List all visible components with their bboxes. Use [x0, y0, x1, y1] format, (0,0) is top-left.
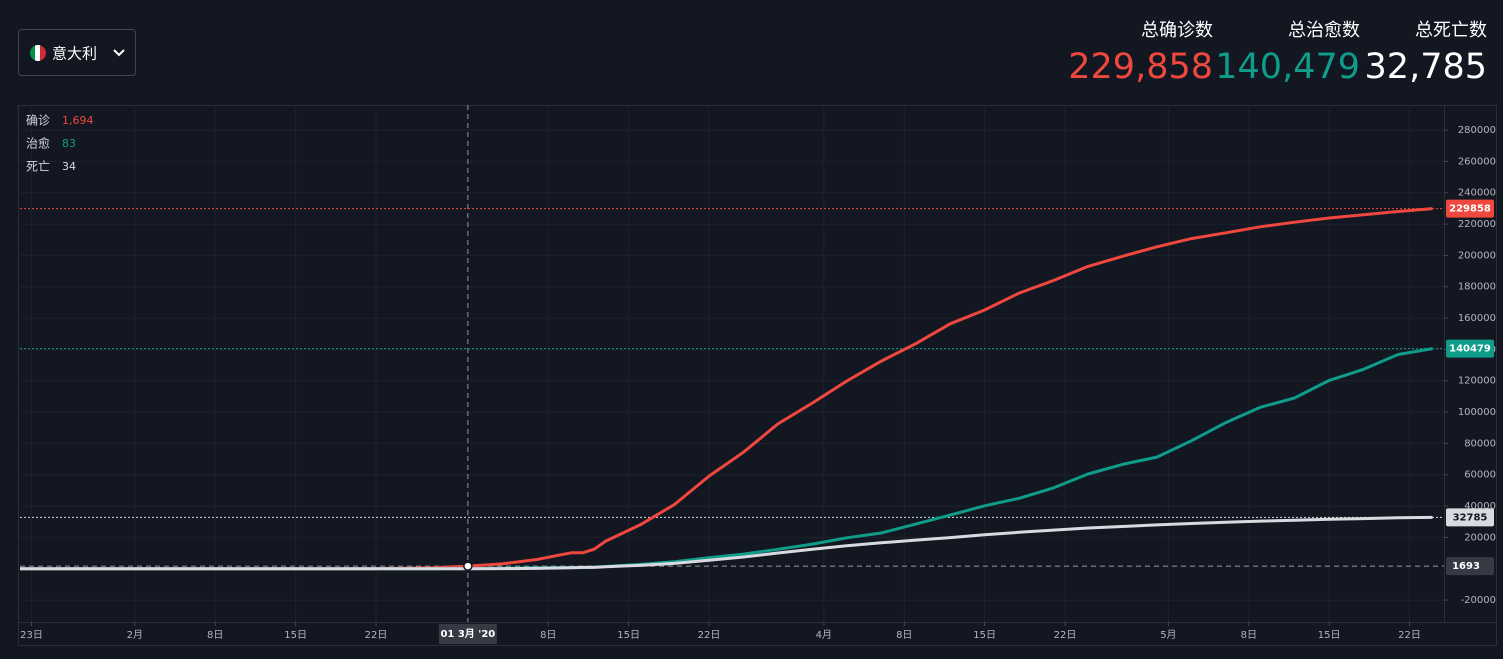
total-label: 总死亡数	[1415, 20, 1487, 41]
crosshair-y-badge	[1446, 557, 1494, 576]
x-tick-label: 15日	[617, 630, 640, 641]
country-name: 意大利	[52, 45, 97, 63]
chevron	[113, 49, 125, 57]
x-tick-label: 15日	[1318, 630, 1341, 641]
country-selector[interactable]: 意大利	[18, 29, 136, 76]
last-value-badge	[1446, 199, 1494, 218]
total-value: 32,785	[1365, 47, 1487, 87]
x-tick-label: 15日	[284, 630, 307, 641]
crosshair-dot	[463, 561, 473, 571]
x-tick-label: 4月	[816, 629, 832, 641]
last-value-label: 140479	[1449, 344, 1491, 355]
x-tick-label: 23日	[20, 630, 43, 641]
chart-frame	[18, 105, 1497, 646]
selector-box[interactable]	[18, 29, 136, 76]
last-value-label: 229858	[1449, 204, 1491, 215]
x-tick-label: 15日	[973, 630, 996, 641]
last-value-badge	[1446, 339, 1494, 358]
y-tick-label: -20000	[1461, 595, 1496, 606]
y-tick-label: 240000	[1458, 188, 1496, 199]
total-label: 总确诊数	[1141, 20, 1213, 41]
x-tick-label: 22日	[1398, 630, 1421, 641]
y-tick-label: 80000	[1464, 438, 1496, 449]
readout-name: 治愈	[26, 136, 50, 151]
x-tick-label: 8日	[540, 630, 556, 641]
x-tick-label: 8日	[896, 630, 912, 641]
crosshair-y-label: 1693	[1452, 561, 1480, 572]
x-tick-label: 8日	[207, 630, 223, 641]
readout-name: 确诊	[26, 114, 50, 128]
y-tick-label: 40000	[1464, 501, 1496, 512]
series-line	[20, 515, 1433, 571]
readout-value: 1,694	[62, 114, 94, 127]
y-tick-label: 120000	[1458, 376, 1496, 387]
crosshair-x-badge	[438, 624, 497, 644]
crosshair-x-label: 01 3月 '20	[440, 628, 495, 640]
series-line	[20, 207, 1433, 571]
y-tick-label: 260000	[1458, 156, 1496, 167]
y-tick-label: 200000	[1458, 250, 1496, 261]
readout-value: 34	[62, 160, 76, 173]
y-tick-label: 20000	[1464, 532, 1496, 543]
total-value: 140,479	[1215, 47, 1360, 87]
total-value: 229,858	[1068, 47, 1213, 87]
y-tick-label: 100000	[1458, 407, 1496, 418]
last-value-badge	[1446, 508, 1494, 527]
flag	[30, 45, 46, 61]
x-tick-label: 22日	[698, 630, 721, 641]
x-tick-label: 2月	[127, 629, 143, 641]
x-tick-label: 8日	[1241, 630, 1257, 641]
x-tick-label: 5月	[1160, 629, 1176, 641]
y-tick-label: 280000	[1458, 125, 1496, 136]
last-value-label: 32785	[1453, 512, 1488, 523]
x-tick-label: 22日	[1054, 630, 1077, 641]
y-tick-label: 180000	[1458, 282, 1496, 293]
y-tick-label: 160000	[1458, 313, 1496, 324]
y-tick-label: 220000	[1458, 219, 1496, 230]
x-tick-label: 22日	[365, 630, 388, 641]
readout-value: 83	[62, 137, 76, 150]
total-label: 总治愈数	[1288, 20, 1360, 41]
y-tick-label: 60000	[1464, 470, 1496, 481]
readout-name: 死亡	[26, 160, 50, 174]
